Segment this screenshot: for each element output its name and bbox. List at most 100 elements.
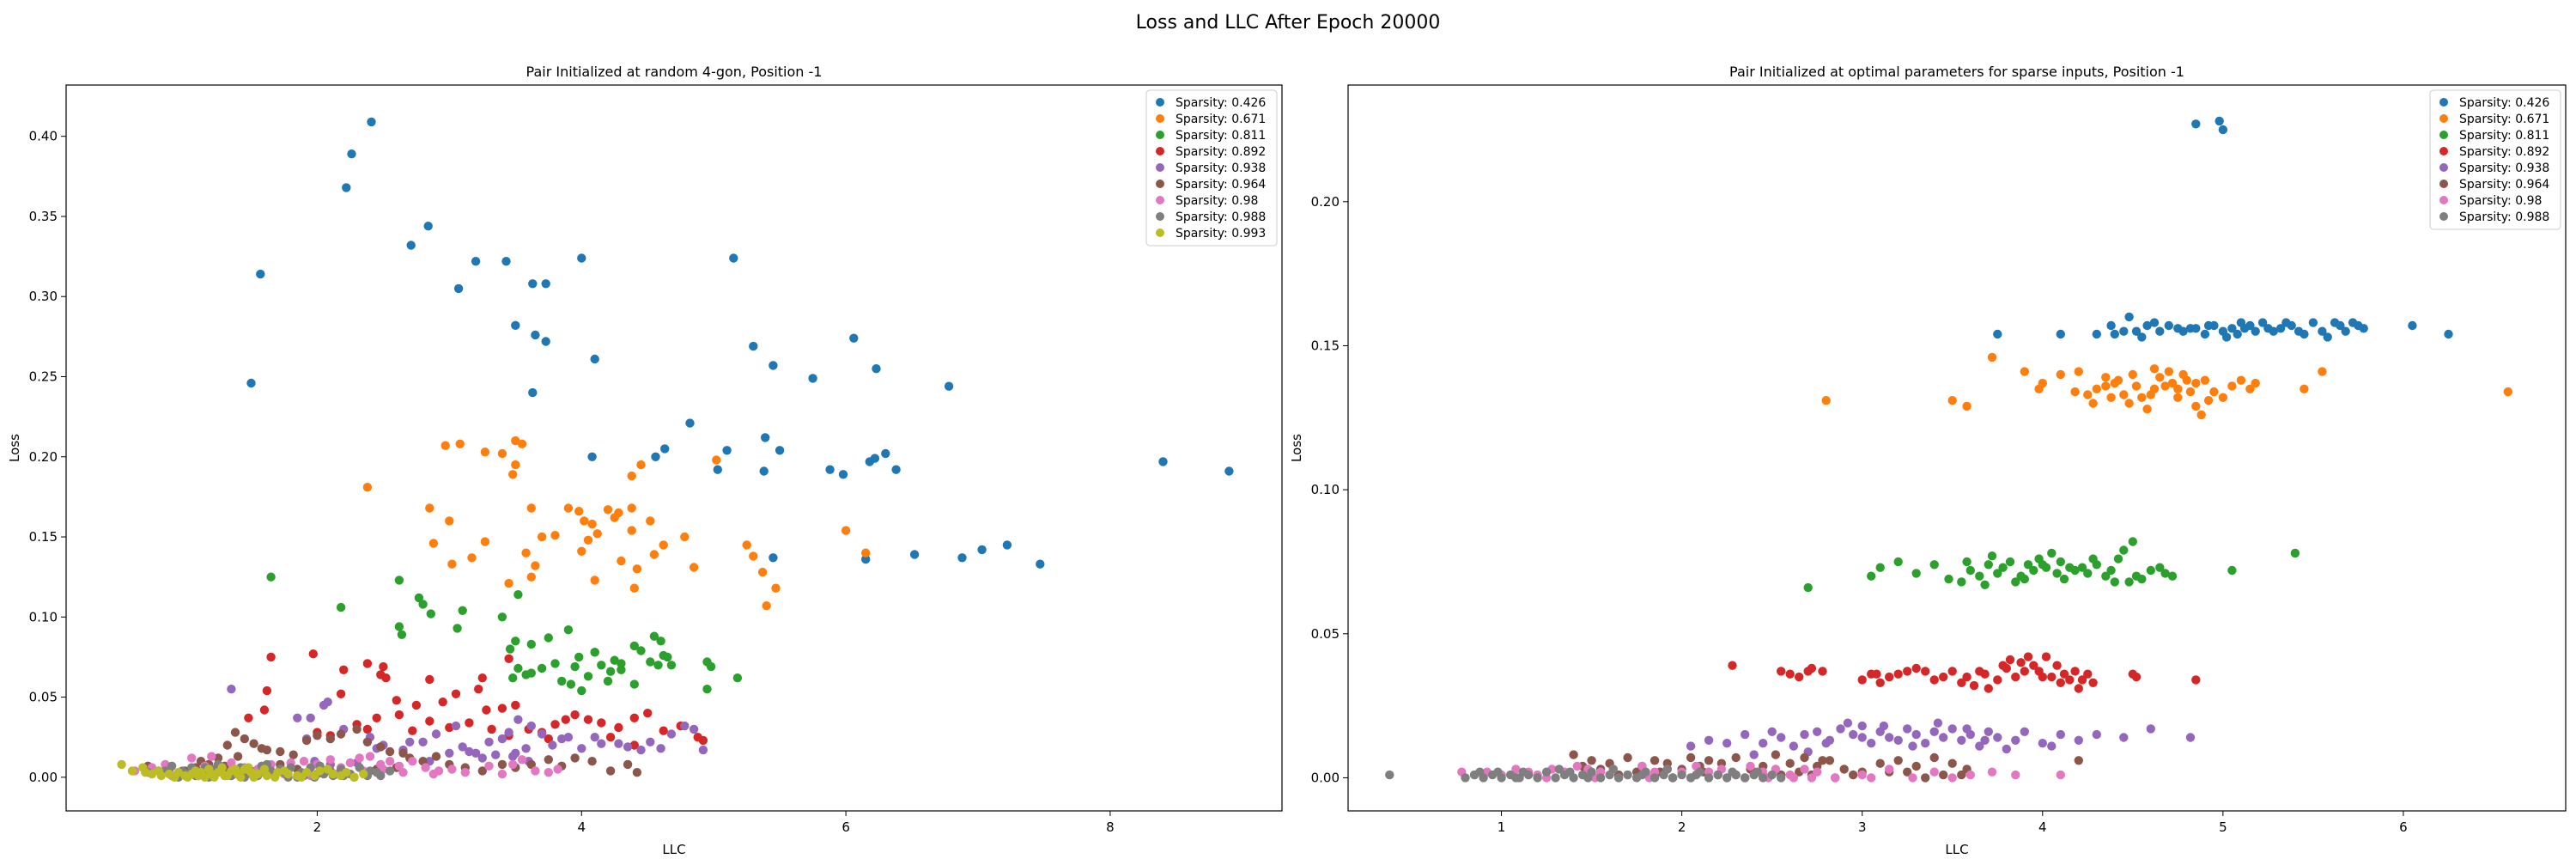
scatter-point (362, 659, 373, 668)
scatter-point (698, 735, 708, 746)
scatter-point (649, 550, 659, 559)
scatter-point (1875, 678, 1885, 687)
scatter-point (425, 503, 434, 513)
scatter-point (2203, 320, 2214, 331)
scatter-point (1533, 773, 1542, 783)
scatter-point (458, 606, 467, 615)
scatter-point (2160, 381, 2170, 391)
scatter-point (2275, 324, 2286, 333)
scatter-point (537, 663, 547, 673)
scatter-point (870, 454, 880, 463)
scatter-point (362, 724, 373, 734)
legend-marker (1156, 131, 1164, 139)
scatter-point (352, 724, 361, 734)
scatter-point (1704, 735, 1714, 745)
scatter-point (2149, 384, 2160, 393)
scatter-point (1867, 571, 1876, 581)
left-x-tick-label: 6 (841, 819, 850, 835)
scatter-point (2106, 565, 2116, 576)
scatter-point (1677, 770, 1686, 780)
scatter-point (2191, 324, 2201, 333)
scatter-point (2119, 326, 2129, 336)
scatter-point (511, 320, 520, 330)
scatter-point (2052, 569, 2062, 578)
scatter-point (2113, 554, 2123, 564)
scatter-point (504, 578, 513, 588)
scatter-point (1929, 752, 1939, 763)
scatter-point (605, 766, 616, 776)
scatter-point (2047, 548, 2057, 558)
scatter-point (1746, 761, 1755, 771)
scatter-point (336, 771, 346, 781)
scatter-point (1849, 729, 1858, 740)
scatter-point (2137, 393, 2147, 402)
scatter-point (1843, 718, 1853, 728)
scatter-point (2200, 375, 2210, 385)
right-plot-frame (1347, 84, 2567, 812)
scatter-point (689, 563, 699, 572)
scatter-point (2155, 563, 2165, 572)
scatter-point (460, 768, 470, 777)
scatter-point (610, 513, 619, 522)
scatter-point (1807, 663, 1817, 673)
scatter-point (1965, 565, 1975, 576)
scatter-point (2011, 735, 2020, 745)
scatter-point (246, 378, 256, 388)
scatter-point (501, 257, 511, 266)
scatter-point (629, 641, 639, 651)
scatter-point (1947, 396, 1957, 405)
right-legend-box (2429, 89, 2561, 230)
scatter-point (553, 765, 562, 774)
right-y-tick-label: 0.00 (1311, 770, 1340, 785)
left-y-tick-label: 0.30 (29, 289, 58, 304)
scatter-point (2092, 729, 2101, 740)
scatter-point (957, 553, 967, 563)
left-y-tick-label: 0.25 (29, 369, 58, 384)
scatter-point (411, 700, 422, 710)
scatter-point (587, 452, 597, 461)
legend-entry: Sparsity: 0.671 (2459, 113, 2549, 126)
scatter-point (2119, 733, 2129, 742)
scatter-point (2185, 733, 2196, 742)
right-x-tick-label: 3 (1858, 819, 1867, 835)
scatter-point (511, 460, 520, 470)
scatter-point (1541, 767, 1552, 777)
scatter-point (477, 753, 487, 763)
scatter-point (557, 676, 567, 686)
scatter-point (398, 768, 408, 777)
scatter-point (1554, 765, 1564, 774)
scatter-point (1857, 721, 1867, 731)
scatter-point (2191, 378, 2201, 388)
scatter-point (2137, 332, 2147, 342)
scatter-point (299, 757, 309, 766)
left-x-tick-label: 2 (313, 819, 322, 835)
scatter-point (1975, 571, 1984, 581)
scatter-point (1587, 756, 1596, 765)
scatter-point (2074, 735, 2083, 745)
scatter-point (629, 713, 639, 722)
scatter-point (2185, 387, 2196, 397)
legend-entry: Sparsity: 0.988 (1176, 210, 1266, 224)
scatter-point (841, 526, 851, 535)
right-series-1 (1993, 116, 2453, 342)
scatter-point (484, 737, 494, 746)
legend-entry: Sparsity: 0.98 (1176, 194, 1258, 208)
scatter-point (1947, 773, 1957, 783)
scatter-point (392, 696, 401, 705)
right-x-axis-label: LLC (1945, 842, 1968, 857)
scatter-point (1921, 667, 1930, 676)
scatter-point (471, 257, 481, 266)
scatter-point (2074, 684, 2083, 693)
scatter-point (477, 766, 487, 776)
scatter-point (2167, 571, 2178, 581)
scatter-point (643, 709, 653, 718)
scatter-point (1807, 773, 1817, 783)
scatter-point (2101, 373, 2111, 382)
scatter-point (487, 724, 496, 734)
scatter-point (610, 655, 619, 665)
scatter-point (355, 753, 364, 763)
scatter-point (480, 448, 490, 457)
scatter-point (526, 721, 536, 731)
scatter-point (2251, 378, 2260, 388)
scatter-point (310, 771, 319, 781)
